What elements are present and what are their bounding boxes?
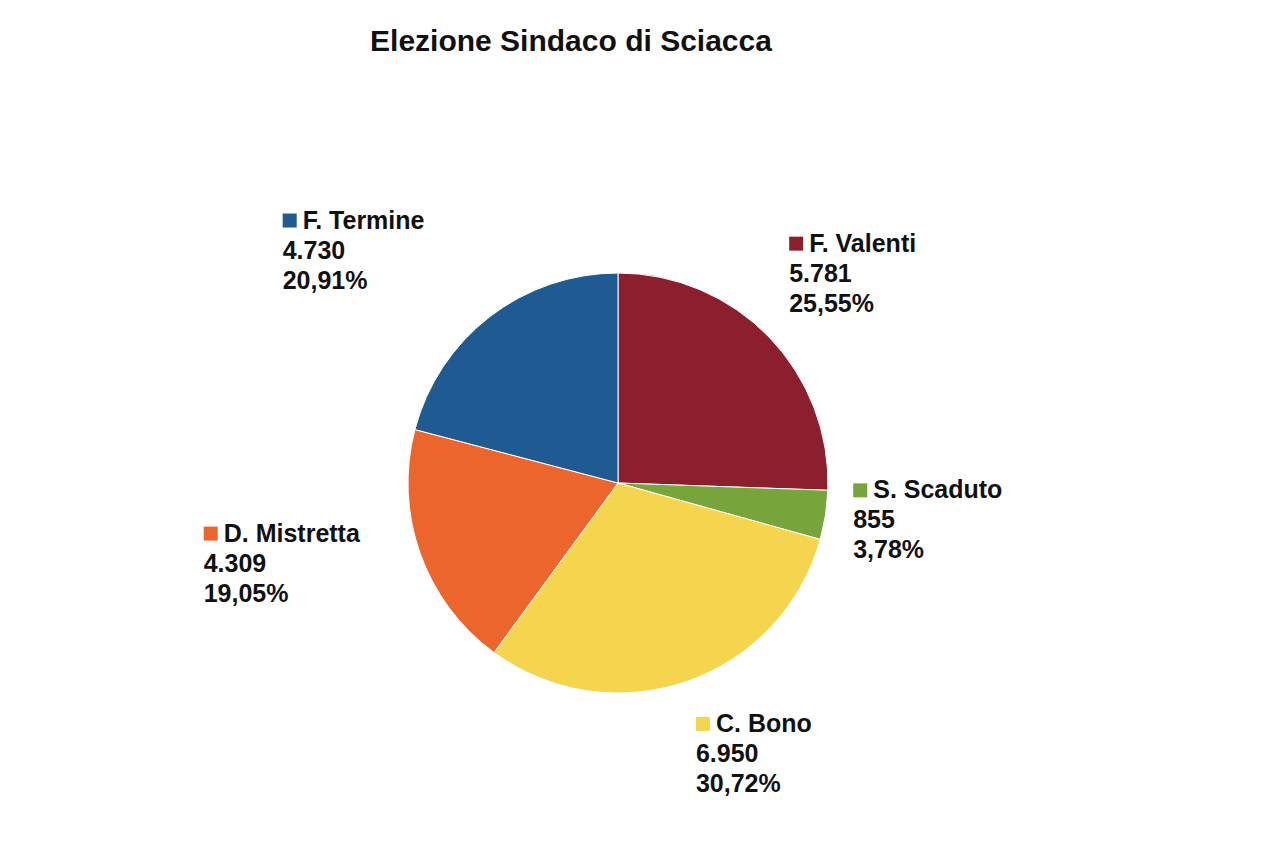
svg-text:F. Valenti: F. Valenti (809, 229, 916, 257)
svg-text:3,78%: 3,78% (853, 535, 924, 563)
html-text:Elezione Sindaco di Sciacca: Elezione Sindaco di Sciacca (370, 24, 772, 57)
svg-text:25,55%: 25,55% (789, 289, 874, 317)
svg-text:19,05%: 19,05% (204, 579, 289, 607)
svg-text:S. Scaduto: S. Scaduto (873, 475, 1002, 503)
svg-text:855: 855 (853, 505, 895, 533)
svg-text:6.950: 6.950 (696, 739, 759, 767)
svg-text:4.309: 4.309 (204, 549, 267, 577)
svg-text:5.781: 5.781 (789, 259, 852, 287)
svg-text:D. Mistretta: D. Mistretta (224, 519, 361, 547)
svg-text:F. Termine: F. Termine (303, 206, 425, 234)
svg-text:20,91%: 20,91% (283, 266, 368, 294)
svg-text:C. Bono: C. Bono (716, 709, 812, 737)
svg-text:4.730: 4.730 (283, 236, 346, 264)
svg-text:30,72%: 30,72% (696, 769, 781, 797)
